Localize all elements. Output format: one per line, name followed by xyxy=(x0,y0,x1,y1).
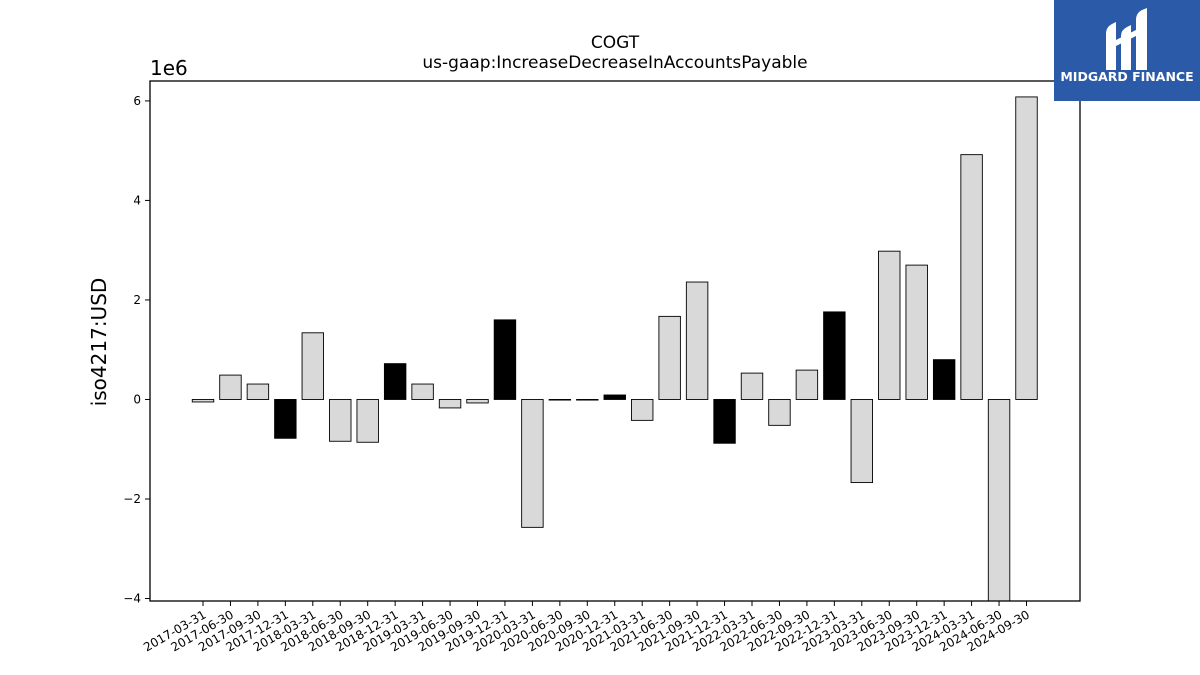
bar-2017-03-31 xyxy=(191,399,215,403)
bar-2021-09-30 xyxy=(685,281,709,400)
y-tick-label: 2 xyxy=(133,293,141,307)
bar-2018-09-30 xyxy=(356,399,379,443)
bar-2017-09-30 xyxy=(246,383,270,400)
bar-2020-06-30 xyxy=(548,399,572,401)
bar-2019-03-31 xyxy=(411,383,434,400)
bar-2017-12-31 xyxy=(274,399,297,439)
bar-2023-03-31 xyxy=(850,399,873,484)
bar-2024-03-31 xyxy=(960,154,983,400)
bar-2020-12-31 xyxy=(603,394,626,400)
bar-2018-06-30 xyxy=(329,399,352,442)
bar-2022-03-31 xyxy=(740,372,764,400)
bar-2023-09-30 xyxy=(905,264,928,400)
bar-2019-09-30 xyxy=(466,399,489,404)
bar-2023-12-31 xyxy=(932,359,956,400)
bar-2017-06-30 xyxy=(219,374,242,400)
bar-2018-03-31 xyxy=(301,332,324,400)
brand-name: MIDGARD FINANCE xyxy=(1060,69,1193,84)
bar-2021-12-31 xyxy=(713,399,736,444)
y-axis-multiplier: 1e6 xyxy=(150,56,188,80)
bar-2024-09-30 xyxy=(1015,96,1038,400)
y-tick-label: 0 xyxy=(133,392,141,406)
bar-2019-12-31 xyxy=(493,319,517,400)
midgard-logo-icon xyxy=(1106,8,1147,70)
bar-2020-09-30 xyxy=(576,399,599,401)
bar-2019-06-30 xyxy=(438,399,462,409)
chart-subtitle: us-gaap:IncreaseDecreaseInAccountsPayabl… xyxy=(422,53,807,73)
y-tick-label: 6 xyxy=(133,94,141,108)
bar-2021-03-31 xyxy=(631,399,654,421)
y-tick-label: 4 xyxy=(133,193,141,207)
x-axis-ticks: 2017-03-312017-06-302017-09-302017-12-31… xyxy=(141,601,1032,654)
bar-2022-09-30 xyxy=(795,369,819,400)
bar-2022-06-30 xyxy=(768,399,791,426)
bar-2021-06-30 xyxy=(658,315,681,400)
bar-2020-03-31 xyxy=(521,399,544,528)
y-axis-ticks: −4 −2 0 2 4 6 xyxy=(123,94,150,606)
bars-group xyxy=(191,96,1038,602)
bar-2018-12-31 xyxy=(383,363,407,400)
y-tick-label: −2 xyxy=(123,492,141,506)
plot-frame xyxy=(149,80,1081,602)
bar-2022-12-31 xyxy=(823,311,846,400)
y-axis-label: iso4217:USD xyxy=(87,278,111,407)
bar-2024-06-30 xyxy=(987,399,1011,602)
chart-title: COGT xyxy=(591,33,640,53)
y-tick-label: −4 xyxy=(123,592,141,606)
bar-2023-06-30 xyxy=(878,250,901,400)
brand-logo[interactable]: MIDGARD FINANCE xyxy=(1054,0,1200,101)
